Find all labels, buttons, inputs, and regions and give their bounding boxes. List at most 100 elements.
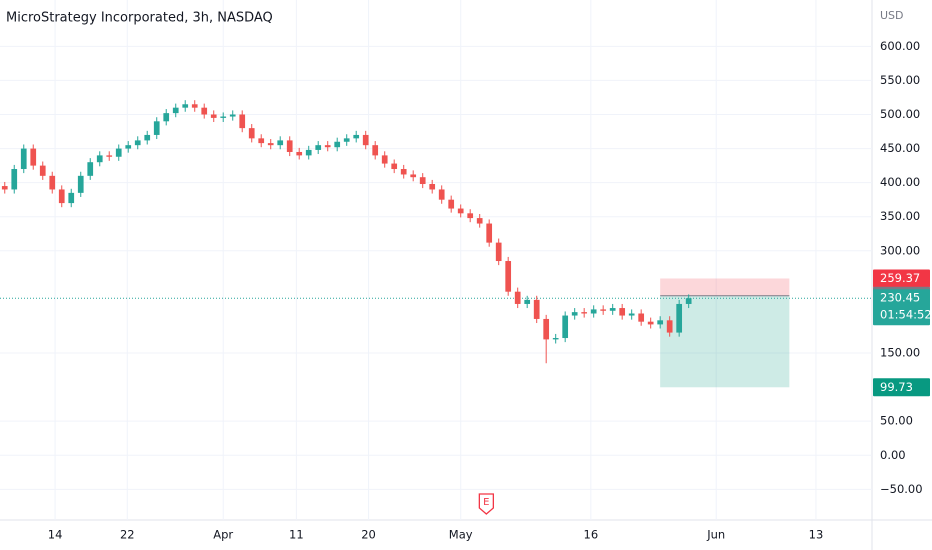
candle-body xyxy=(571,312,578,316)
candle-body xyxy=(448,199,455,209)
candle-body xyxy=(210,114,217,118)
candle-body xyxy=(676,303,683,333)
last-price-label: 230.45 xyxy=(880,291,920,305)
candle-body xyxy=(685,298,692,304)
candle-body xyxy=(334,141,341,148)
candle-body xyxy=(486,223,493,243)
countdown-label: 01:54:52 xyxy=(880,308,932,322)
candle-body xyxy=(666,320,673,333)
x-tick-label: Jun xyxy=(706,528,725,542)
candle-body xyxy=(457,208,464,214)
candle-body xyxy=(20,148,27,170)
y-tick-label: 550.00 xyxy=(880,73,920,87)
candle-body xyxy=(619,308,626,316)
candle-body xyxy=(286,140,293,152)
candle-body xyxy=(657,320,664,325)
candle-body xyxy=(476,218,483,224)
earnings-label: E xyxy=(483,497,489,508)
candle-body xyxy=(581,312,588,314)
stop-zone xyxy=(660,278,790,296)
candle-body xyxy=(11,169,18,190)
candle-body xyxy=(106,155,113,157)
candle-body xyxy=(524,299,531,304)
candle-body xyxy=(191,104,198,108)
candle-body xyxy=(239,114,246,129)
y-tick-label: 300.00 xyxy=(880,243,920,257)
target-price-label-box xyxy=(873,378,930,397)
candle-body xyxy=(467,213,474,219)
candle-body xyxy=(638,313,645,322)
candle-body xyxy=(267,143,274,146)
y-tick-label: 450.00 xyxy=(880,141,920,155)
candle-body xyxy=(362,134,369,146)
candle-body xyxy=(87,162,94,176)
candle-body xyxy=(30,148,37,166)
candle-body xyxy=(514,291,521,304)
candle-body xyxy=(543,318,550,340)
x-tick-label: 14 xyxy=(48,528,63,542)
candle-body xyxy=(248,128,255,139)
candle-body xyxy=(324,145,331,148)
candle-body xyxy=(125,145,132,149)
y-tick-label: 50.00 xyxy=(880,414,913,428)
candle-body xyxy=(305,149,312,156)
candle-body xyxy=(381,155,388,164)
y-tick-label: 400.00 xyxy=(880,175,920,189)
candle-body xyxy=(353,134,360,139)
candle-body xyxy=(315,145,322,150)
candle-body xyxy=(277,140,284,146)
candle-body xyxy=(628,313,635,316)
candle-body xyxy=(134,140,141,146)
candle-body xyxy=(201,107,208,115)
candle-body xyxy=(438,189,445,200)
candle-body xyxy=(552,338,559,340)
candle-body xyxy=(39,165,46,176)
x-tick-label: 20 xyxy=(361,528,376,542)
candle-body xyxy=(505,261,512,292)
candle-body xyxy=(1,186,8,190)
candle-body xyxy=(372,145,379,156)
y-tick-label: 350.00 xyxy=(880,209,920,223)
candle-body xyxy=(229,114,236,117)
candle-body xyxy=(163,113,170,122)
candle-body xyxy=(419,177,426,185)
candle-body xyxy=(49,175,56,190)
candle-body xyxy=(172,107,179,114)
target-price-label: 99.73 xyxy=(880,380,913,394)
candle-body xyxy=(647,321,654,325)
x-tick-label: 11 xyxy=(289,528,304,542)
candle-body xyxy=(296,151,303,156)
candle-body xyxy=(115,148,122,157)
x-tick-label: Apr xyxy=(213,528,233,542)
candle-body xyxy=(590,309,597,314)
earnings-badge xyxy=(478,493,494,515)
candle-body xyxy=(533,299,540,319)
candle-body xyxy=(429,184,436,190)
y-tick-label: 600.00 xyxy=(880,39,920,53)
y-tick-label: 500.00 xyxy=(880,107,920,121)
candle-body xyxy=(400,169,407,175)
candle-body xyxy=(77,175,84,193)
candle-body xyxy=(58,189,65,204)
x-tick-label: 13 xyxy=(809,528,824,542)
candle-body xyxy=(96,155,103,163)
candle-body xyxy=(343,138,350,142)
y-tick-label: 0.00 xyxy=(880,448,906,462)
candle-body xyxy=(391,163,398,170)
candle-body xyxy=(562,315,569,339)
candle-body xyxy=(495,242,502,262)
candle-body xyxy=(68,192,75,204)
last-price-label-box xyxy=(873,289,930,326)
candle-body xyxy=(153,121,160,135)
x-tick-label: 22 xyxy=(120,528,135,542)
candle-body xyxy=(144,134,151,141)
chart-title: MicroStrategy Incorporated, 3h, NASDAQ xyxy=(6,11,273,26)
stop-price-label: 259.37 xyxy=(880,271,920,285)
candle-body xyxy=(182,104,189,108)
y-tick-label: −50.00 xyxy=(880,482,923,496)
stop-price-label-box xyxy=(873,269,930,288)
candle-body xyxy=(220,116,227,118)
candle-body xyxy=(258,138,265,144)
candle-body xyxy=(410,174,417,178)
